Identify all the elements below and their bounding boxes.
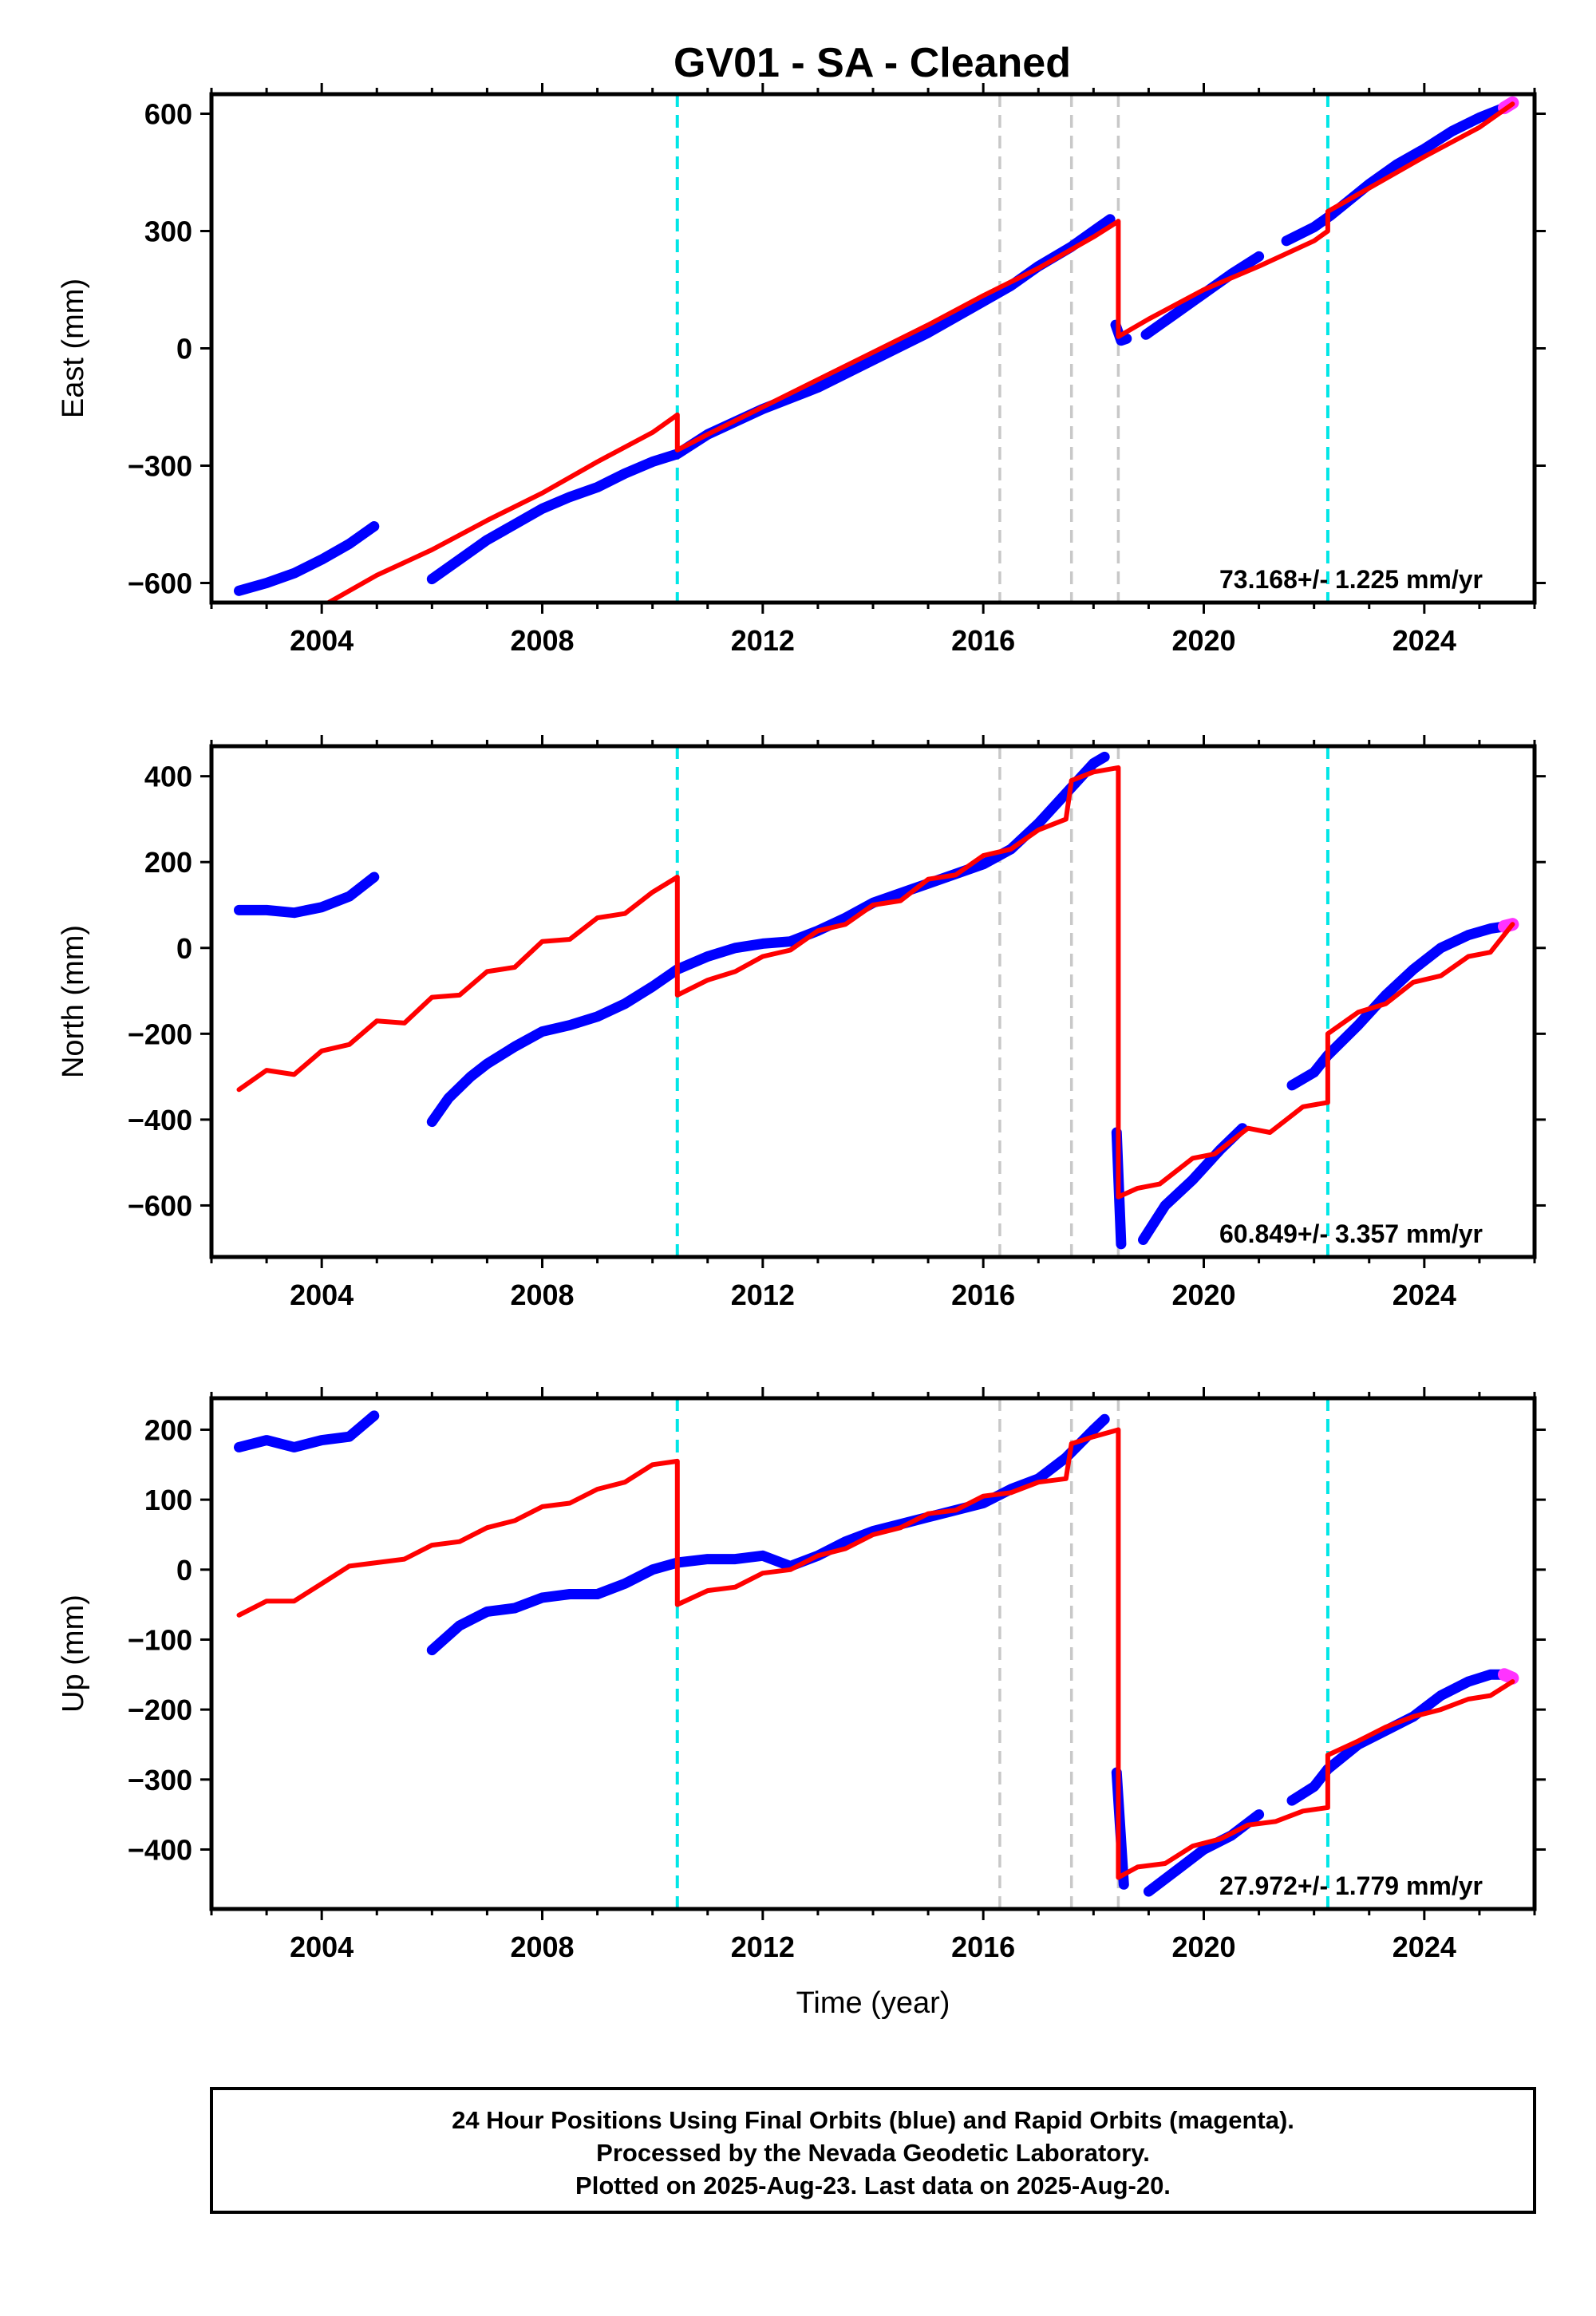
rapid-orbit-points xyxy=(1498,1668,1519,1685)
plot-frame xyxy=(209,1396,1537,1911)
y-tick-label: 400 xyxy=(144,761,192,793)
y-tick-label: 200 xyxy=(144,846,192,879)
footer-border xyxy=(210,2087,1536,2214)
x-axis-label: Time (year) xyxy=(796,1986,950,2020)
plot-area xyxy=(234,1398,1519,1909)
east-panel: 2004 2008 2012 2016 2020 2024 −600 −300 0 300 600 E… xyxy=(57,83,1546,657)
y-tick-label: −600 xyxy=(128,567,192,600)
model-line xyxy=(323,101,1515,603)
x-tick-label: 2016 xyxy=(951,624,1015,657)
footer-line-2: Processed by the Nevada Geodetic Laborat… xyxy=(596,2139,1150,2167)
final-orbit-points xyxy=(234,1410,380,1452)
plot-area xyxy=(234,746,1519,1257)
final-orbit-points xyxy=(234,871,380,919)
up-panel: 2004 2008 2012 2016 2020 2024 −400 −300 −200 −100… xyxy=(57,1387,1546,2020)
final-orbit-points xyxy=(426,214,1116,585)
velocity-label: 60.849+/- 3.357 mm/yr xyxy=(1219,1219,1483,1248)
north-panel: 2004 2008 2012 2016 2020 2024 −600 −400 −200 0 200… xyxy=(57,735,1546,1311)
x-tick-label: 2008 xyxy=(510,1931,574,1963)
final-orbit-points xyxy=(1286,921,1510,1091)
y-tick-label: −200 xyxy=(128,1694,192,1726)
x-tick-label: 2012 xyxy=(731,1279,795,1311)
footer-box: 24 Hour Positions Using Final Orbits (bl… xyxy=(210,2087,1536,2214)
plot-area xyxy=(234,94,1519,603)
y-tick-label: −200 xyxy=(128,1018,192,1050)
x-tick-label: 2004 xyxy=(290,1931,354,1963)
y-tick-label: 200 xyxy=(144,1413,192,1446)
y-tick-label: 0 xyxy=(176,932,192,965)
final-orbit-points xyxy=(1286,1669,1510,1806)
x-tick-label: 2004 xyxy=(290,624,354,657)
y-tick-label: 600 xyxy=(144,98,192,131)
final-orbit-points xyxy=(426,751,1110,1128)
final-orbit-points xyxy=(1140,251,1265,340)
y-tick-label: 300 xyxy=(144,215,192,248)
x-tick-label: 2012 xyxy=(731,624,795,657)
x-tick-label: 2008 xyxy=(510,624,574,657)
plot-frame xyxy=(209,744,1537,1259)
final-orbit-points xyxy=(426,1413,1110,1656)
x-tick-label: 2020 xyxy=(1171,624,1235,657)
x-tick-label: 2024 xyxy=(1393,1279,1456,1311)
y-tick-label: −600 xyxy=(128,1189,192,1222)
y-tick-label: 100 xyxy=(144,1484,192,1516)
x-tick-label: 2012 xyxy=(731,1931,795,1963)
y-axis-label: Up (mm) xyxy=(57,1595,90,1713)
plot-frame xyxy=(209,92,1537,605)
model-line xyxy=(236,765,1515,1199)
x-tick-label: 2024 xyxy=(1393,624,1456,657)
footer-line-1: 24 Hour Positions Using Final Orbits (bl… xyxy=(452,2106,1294,2134)
model-line xyxy=(236,1427,1515,1880)
x-tick-label: 2004 xyxy=(290,1279,354,1311)
footer-line-3: Plotted on 2025-Aug-23. Last data on 202… xyxy=(575,2172,1171,2199)
velocity-label: 27.972+/- 1.779 mm/yr xyxy=(1219,1871,1483,1900)
y-axis-label: East (mm) xyxy=(57,279,90,418)
x-tick-label: 2008 xyxy=(510,1279,574,1311)
figure-title: GV01 - SA - Cleaned xyxy=(674,40,1071,86)
y-tick-label: −400 xyxy=(128,1104,192,1136)
y-tick-label: −300 xyxy=(128,1764,192,1796)
x-tick-label: 2020 xyxy=(1171,1279,1235,1311)
y-axis-label: North (mm) xyxy=(57,925,90,1078)
y-tick-label: −100 xyxy=(128,1623,192,1656)
x-tick-label: 2024 xyxy=(1393,1931,1456,1963)
x-tick-label: 2016 xyxy=(951,1931,1015,1963)
velocity-label: 73.168+/- 1.225 mm/yr xyxy=(1219,565,1483,594)
y-tick-label: −400 xyxy=(128,1833,192,1866)
y-tick-label: 0 xyxy=(176,1554,192,1587)
final-orbit-points xyxy=(234,521,380,596)
y-tick-label: 0 xyxy=(176,333,192,366)
x-tick-label: 2020 xyxy=(1171,1931,1235,1963)
y-tick-label: −300 xyxy=(128,450,192,483)
final-orbit-points xyxy=(1281,102,1510,247)
x-tick-label: 2016 xyxy=(951,1279,1015,1311)
